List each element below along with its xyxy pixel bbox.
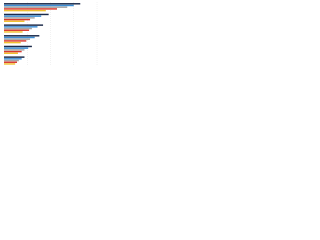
bar	[4, 17, 35, 19]
bar	[4, 13, 49, 16]
bar	[4, 26, 38, 28]
bar	[4, 50, 22, 53]
bar	[4, 29, 30, 31]
bar	[4, 18, 31, 21]
bar	[4, 49, 25, 51]
chart	[0, 0, 100, 71]
bar	[4, 31, 23, 33]
bar	[4, 3, 81, 5]
bar	[4, 6, 68, 8]
bar	[4, 40, 27, 42]
bar	[4, 38, 31, 40]
bar	[4, 9, 46, 12]
bar	[4, 58, 22, 60]
bar	[4, 4, 74, 7]
bar	[4, 52, 18, 55]
bar	[4, 20, 25, 23]
bar	[4, 41, 21, 44]
bar	[4, 63, 16, 65]
bar	[4, 8, 58, 10]
bar	[4, 15, 42, 17]
bar	[4, 27, 32, 30]
bar	[4, 24, 44, 26]
bar	[4, 59, 19, 62]
bar	[4, 56, 25, 58]
bar	[4, 47, 29, 49]
bar	[4, 36, 35, 39]
bar	[4, 61, 18, 63]
bar	[4, 35, 40, 37]
bar	[4, 45, 32, 48]
